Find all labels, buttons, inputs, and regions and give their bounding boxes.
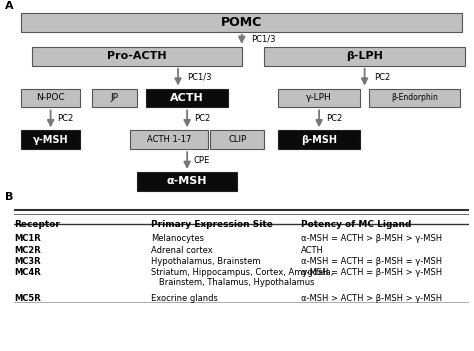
Text: β-MSH: β-MSH [301,135,337,145]
Text: γ-LPH: γ-LPH [306,93,332,102]
FancyBboxPatch shape [137,172,237,191]
FancyBboxPatch shape [130,130,208,149]
Text: JP: JP [110,93,118,102]
FancyBboxPatch shape [91,88,137,107]
Text: Adrenal cortex: Adrenal cortex [151,246,212,255]
Text: MC5R: MC5R [14,294,41,303]
Text: Brainstem, Thalamus, Hypothalamus: Brainstem, Thalamus, Hypothalamus [151,278,314,287]
Text: α-MSH: α-MSH [167,177,208,186]
Text: α-MSH = ACTH = β-MSH > γ-MSH: α-MSH = ACTH = β-MSH > γ-MSH [301,267,442,277]
Text: PC2: PC2 [57,114,73,123]
Text: Pro-ACTH: Pro-ACTH [107,51,167,61]
Text: α-MSH > ACTH > β-MSH > γ-MSH: α-MSH > ACTH > β-MSH > γ-MSH [301,294,442,303]
FancyBboxPatch shape [21,13,463,32]
FancyBboxPatch shape [210,130,264,149]
Text: Potency of MC Ligand: Potency of MC Ligand [301,220,411,229]
Text: ACTH: ACTH [301,246,324,255]
Text: Melanocytes: Melanocytes [151,234,204,243]
Text: MC2R: MC2R [14,246,41,255]
Text: CLIP: CLIP [228,135,246,144]
Text: PC2: PC2 [374,73,390,82]
Text: ACTH: ACTH [170,93,204,103]
Text: Exocrine glands: Exocrine glands [151,294,218,303]
Text: A: A [5,1,14,11]
Text: MC1R: MC1R [14,234,41,243]
Text: α-MSH = ACTH = β-MSH = γ-MSH: α-MSH = ACTH = β-MSH = γ-MSH [301,257,442,266]
FancyBboxPatch shape [21,130,80,149]
FancyBboxPatch shape [278,88,360,107]
Text: MC4R: MC4R [14,267,41,277]
FancyBboxPatch shape [278,130,360,149]
Text: MC3R: MC3R [14,257,41,266]
Text: α-MSH = ACTH > β-MSH > γ-MSH: α-MSH = ACTH > β-MSH > γ-MSH [301,234,442,243]
Text: CPE: CPE [194,156,210,165]
FancyBboxPatch shape [264,47,465,66]
Text: β-LPH: β-LPH [346,51,383,61]
Text: PC2: PC2 [194,114,210,123]
Text: γ-MSH: γ-MSH [33,135,68,145]
FancyBboxPatch shape [369,88,460,107]
Text: β-Endorphin: β-Endorphin [391,93,438,102]
Text: Striatum, Hippocampus, Cortex, Amygdala,: Striatum, Hippocampus, Cortex, Amygdala, [151,267,333,277]
Text: N-POC: N-POC [36,93,65,102]
Text: B: B [5,192,13,202]
Text: PC2: PC2 [326,114,342,123]
Text: PC1/3: PC1/3 [187,73,211,82]
FancyBboxPatch shape [32,47,242,66]
Text: PC1/3: PC1/3 [251,35,275,44]
Text: POMC: POMC [221,16,263,29]
FancyBboxPatch shape [146,88,228,107]
Text: ACTH 1-17: ACTH 1-17 [147,135,191,144]
FancyBboxPatch shape [21,88,80,107]
Text: Hypothalamus, Brainstem: Hypothalamus, Brainstem [151,257,260,266]
Text: Receptor: Receptor [14,220,60,229]
Text: Primary Expression Site: Primary Expression Site [151,220,273,229]
